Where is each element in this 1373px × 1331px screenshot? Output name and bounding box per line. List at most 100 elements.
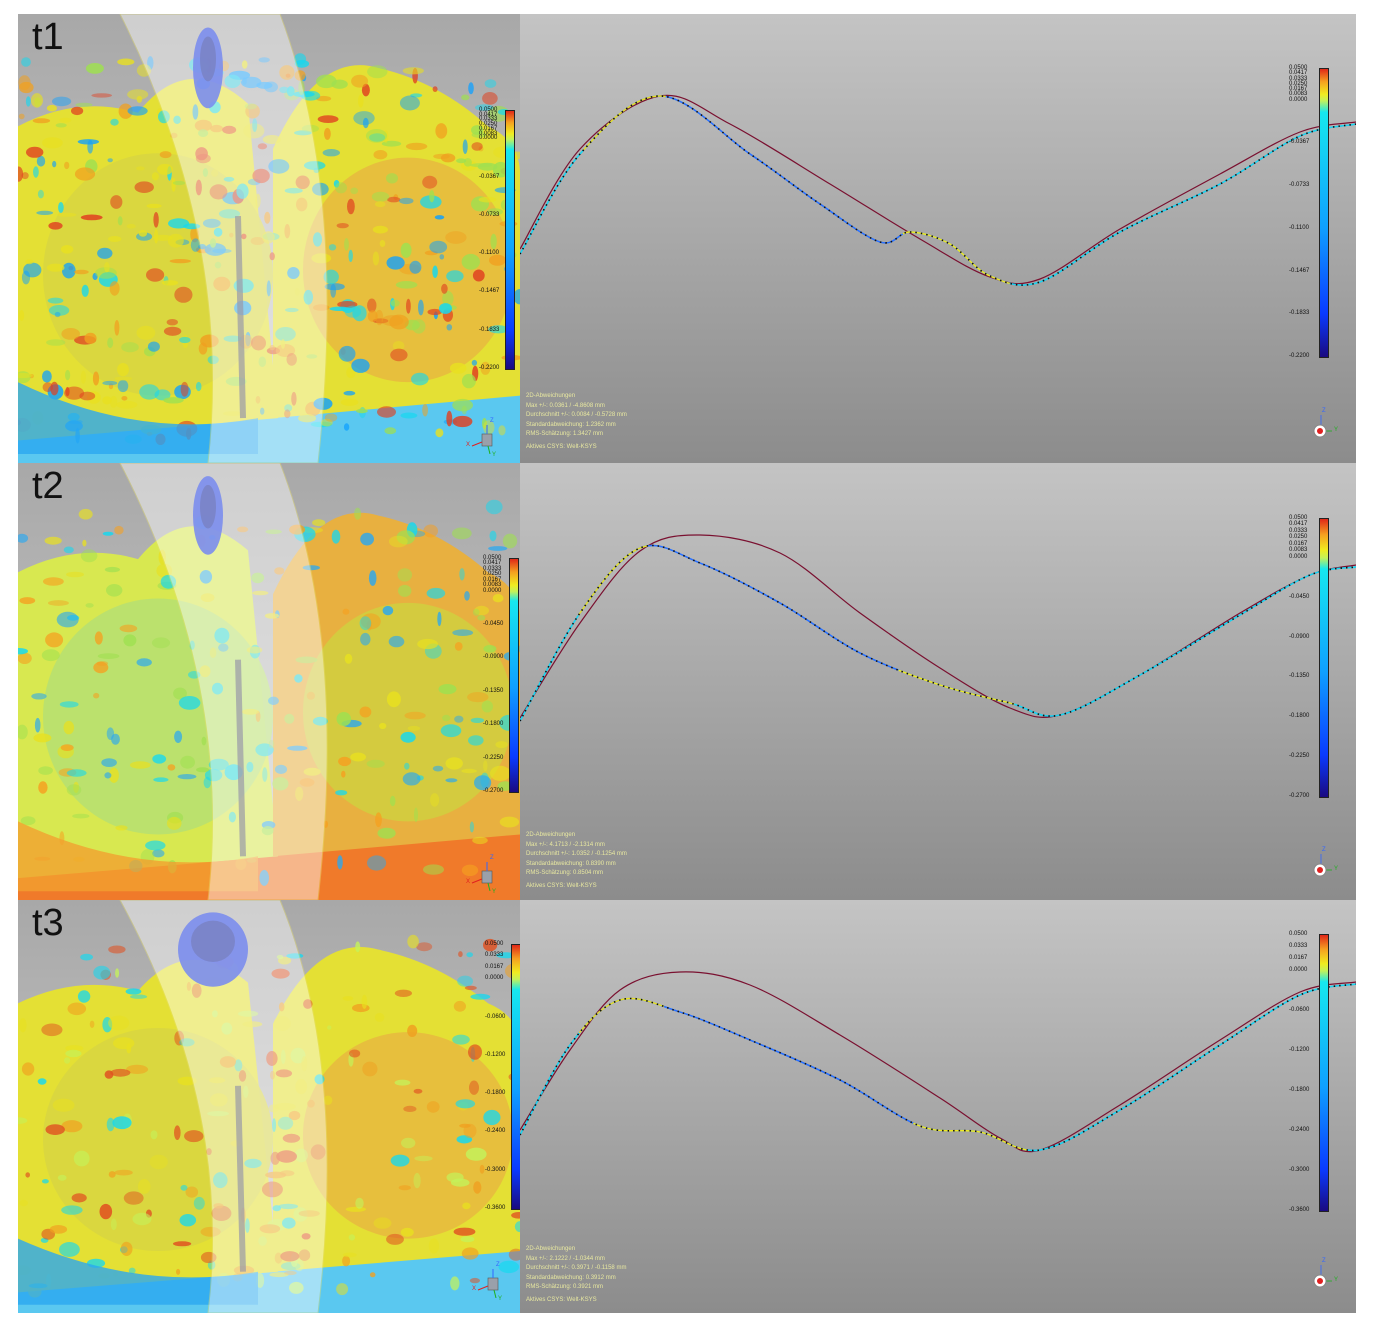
scale-tick-label: 0.0167	[1289, 954, 1308, 961]
scale-tick-label: 0.0333	[479, 116, 498, 123]
tooth-colormap-render	[18, 463, 520, 900]
deviation-segment	[520, 95, 1356, 286]
scale-tick-label: 0.0000	[479, 135, 498, 142]
color-scale-left: 0.0500 0.0333 0.0167 0.0000 -0.0600 -0.1200 -0…	[485, 941, 520, 1211]
axis-label-z: Z	[496, 1262, 500, 1268]
color-scale-bar	[1319, 518, 1329, 798]
scale-tick-label: 0.0333	[1289, 942, 1308, 949]
axis-label-y: Y	[1334, 1277, 1339, 1283]
panel-t2: t2 0.0500 0.0417 0.0333 0.0250 0.0167 0.0083 0…	[18, 463, 1356, 900]
stats-csys: Aktives CSYS: Welt-KSYS	[526, 882, 597, 889]
tooth-deviation-view[interactable]: t2 0.0500 0.0417 0.0333 0.0250 0.0167 0.0083 0…	[18, 463, 520, 900]
axis-label-z: Z	[490, 855, 494, 861]
scale-tick-label: -0.3600	[485, 1205, 506, 1211]
axis-triad-icon: Z Y X	[466, 855, 496, 895]
scale-tick-label: -0.3000	[1289, 1166, 1310, 1173]
stats-mean: Durchschnitt +/-: 0.3971 / -0.1158 mm	[526, 1265, 627, 1271]
scale-tick-label: 0.0500	[1289, 931, 1308, 937]
scale-tick-label: -0.2400	[485, 1128, 506, 1135]
measured-points	[520, 95, 1356, 286]
axis-label-y: Y	[1334, 866, 1339, 872]
measured-curve	[520, 95, 1356, 286]
color-scale-bar	[511, 944, 520, 1210]
deviation-stats: 2D-Abweichungen Max +/-: 4.1713 / -2.131…	[526, 831, 627, 891]
scale-tick-label: -0.1100	[1289, 224, 1309, 231]
scale-tick-label: -0.1833	[479, 326, 500, 333]
scale-tick-label: -0.0900	[1289, 633, 1310, 640]
scale-tick-label: -0.1800	[1289, 713, 1310, 720]
scale-tick-label: 0.0333	[483, 565, 502, 572]
stats-mean: Durchschnitt +/-: 1.0352 / -0.1254 mm	[526, 851, 627, 857]
timepoint-label: t1	[32, 16, 64, 58]
measured-curve	[520, 544, 1356, 722]
profile-curves	[520, 94, 1356, 286]
scale-tick-label: 0.0500	[479, 107, 498, 113]
stats-max: Max +/-: 0.0361 / -4.8608 mm	[526, 402, 605, 409]
stats-mean: Durchschnitt +/-: 0.0084 / -0.5728 mm	[526, 412, 627, 418]
scale-tick-label: -0.0733	[1289, 182, 1310, 189]
scale-tick-label: -0.1350	[1289, 673, 1310, 680]
tooth-deviation-view[interactable]: t1 0.0500 0.0417 0.0333 0.0250 0.0167 0.0083 0…	[18, 14, 520, 463]
scale-tick-label: -0.3000	[485, 1166, 506, 1173]
scale-tick-label: -0.0367	[1289, 139, 1310, 146]
color-scale-right: 0.0500 0.0333 0.0167 0.0000 -0.0600 -0.1200 -0…	[1289, 931, 1329, 1213]
deviation-segment	[520, 983, 1356, 1152]
section-profile-view[interactable]: 2D-Abweichungen Max +/-: 0.0361 / -4.860…	[520, 14, 1356, 463]
scale-tick-label: -0.1800	[485, 1090, 506, 1097]
scale-tick-label: -0.2200	[479, 365, 500, 371]
profile-curves	[520, 534, 1356, 722]
deviation-segment	[520, 544, 1356, 722]
axis-label-x: X	[466, 442, 471, 448]
scale-tick-label: -0.1833	[1289, 310, 1310, 317]
axis-label-z: Z	[1322, 408, 1326, 414]
deviation-segment	[520, 544, 1356, 722]
deviation-segment	[520, 95, 1356, 286]
scale-tick-label: 0.0500	[483, 555, 502, 561]
scale-tick-label: 0.0083	[1289, 547, 1308, 554]
scale-tick-label: 0.0167	[1289, 86, 1308, 93]
scale-tick-label: -0.1100	[479, 250, 499, 257]
deviation-segment	[520, 544, 1356, 722]
scale-tick-label: 0.0000	[1289, 966, 1308, 973]
nominal-curve	[520, 94, 1356, 285]
stats-max: Max +/-: 2.1222 / -1.0344 mm	[526, 1255, 605, 1262]
scale-tick-label: -0.2250	[483, 754, 504, 761]
color-scale-left: 0.0500 0.0417 0.0333 0.0250 0.0167 0.0083 0.00…	[479, 107, 515, 371]
tooth-colormap-render	[18, 14, 520, 463]
section-profile-view[interactable]: 2D-Abweichungen Max +/-: 4.1713 / -2.131…	[520, 463, 1356, 900]
scale-tick-label: 0.0000	[1289, 553, 1308, 560]
color-scale-right: 0.0500 0.0417 0.0333 0.0250 0.0167 0.0083 0.00…	[1289, 65, 1329, 359]
panel-t1: t1 0.0500 0.0417 0.0333 0.0250 0.0167 0.0083 0…	[18, 14, 1356, 463]
scale-tick-label: 0.0250	[479, 121, 498, 128]
scale-tick-label: 0.0167	[1289, 540, 1308, 547]
scale-tick-label: -0.1467	[479, 288, 500, 295]
axis-label-z: Z	[490, 418, 494, 424]
stats-rms: RMS-Schätzung: 1.3427 mm	[526, 431, 604, 437]
timepoint-label: t2	[32, 465, 64, 507]
axis-label-x: X	[466, 879, 471, 885]
measured-points	[520, 983, 1356, 1152]
deviation-segment	[520, 95, 1356, 286]
scale-tick-label: -0.0450	[1289, 593, 1310, 600]
section-profile-view[interactable]: 2D-Abweichungen Max +/-: 2.1222 / -1.034…	[520, 900, 1356, 1313]
axis-label-y: Y	[1334, 427, 1339, 433]
scale-tick-label: 0.0250	[1289, 534, 1308, 541]
nominal-curve	[520, 971, 1356, 1153]
measured-points	[520, 544, 1356, 722]
stats-std: Standardabweichung: 1.2362 mm	[526, 421, 616, 428]
scale-tick-label: 0.0333	[1289, 527, 1308, 534]
tooth-deviation-view[interactable]: t3 0.0500 0.0333 0.0167 0.0000 -0.0600 -0.120…	[18, 900, 520, 1313]
scale-tick-label: 0.0000	[483, 587, 502, 594]
profile-curves	[520, 971, 1356, 1153]
scale-tick-label: -0.0600	[1289, 1006, 1310, 1013]
scale-tick-label: 0.0500	[1289, 65, 1308, 71]
scale-tick-label: 0.0000	[485, 975, 504, 982]
color-scale-bar	[509, 558, 519, 793]
measured-curve	[520, 983, 1356, 1152]
deviation-segment	[520, 983, 1356, 1152]
scale-tick-label: -0.1200	[1289, 1046, 1310, 1053]
scale-tick-label: -0.1200	[485, 1051, 506, 1058]
